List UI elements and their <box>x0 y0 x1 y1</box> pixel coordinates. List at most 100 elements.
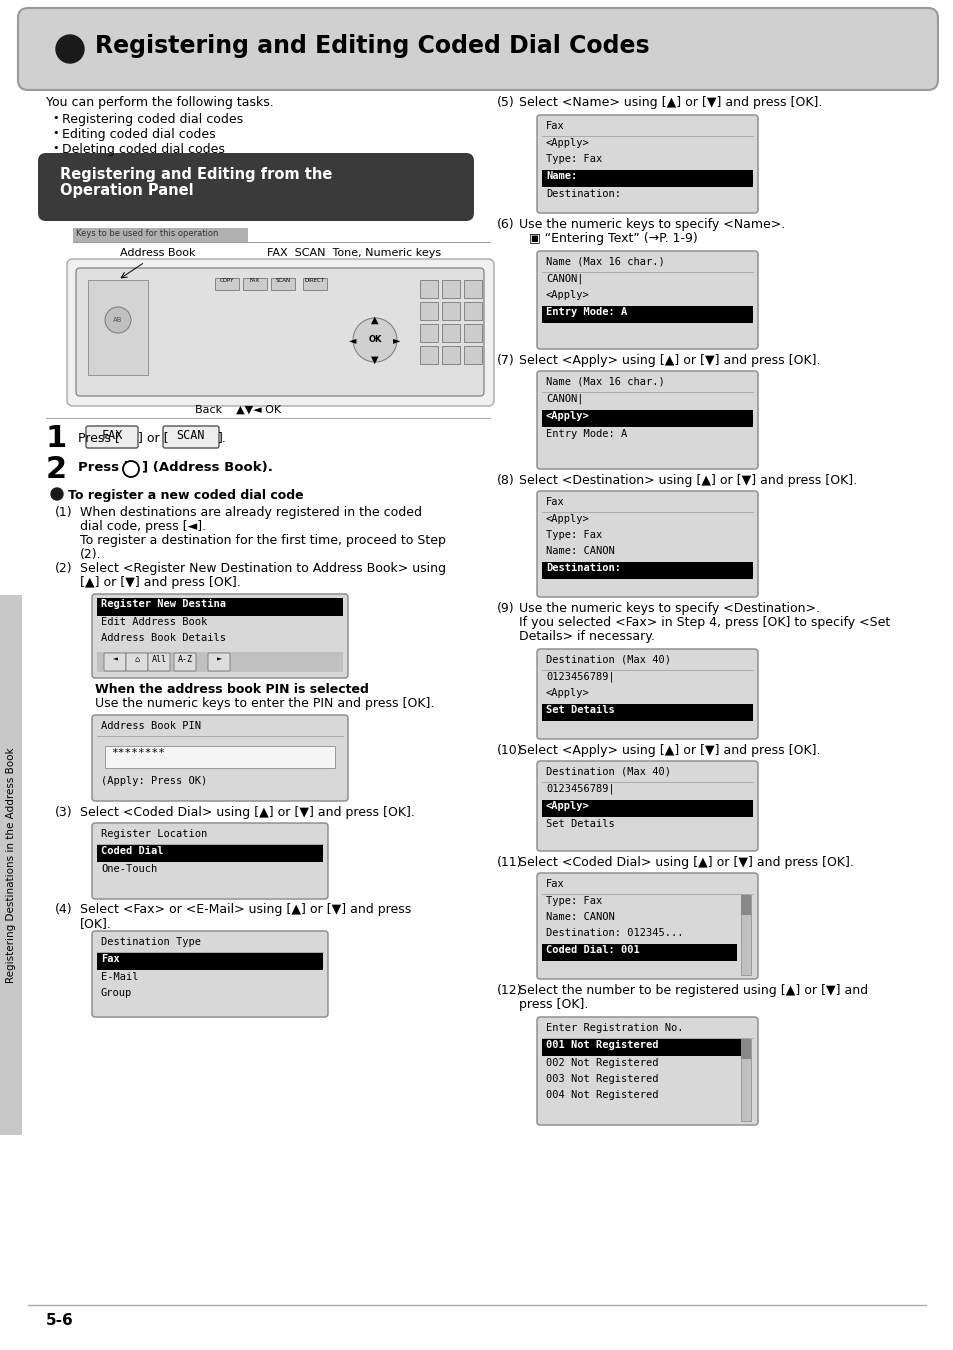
Text: •: • <box>52 113 58 123</box>
Text: Select <Coded Dial> using [▲] or [▼] and press [OK].: Select <Coded Dial> using [▲] or [▼] and… <box>518 856 853 869</box>
Bar <box>740 1040 750 1120</box>
Text: ▼: ▼ <box>371 355 378 364</box>
FancyBboxPatch shape <box>537 761 758 850</box>
Text: Name:: Name: <box>545 171 577 181</box>
Text: DIRECT: DIRECT <box>305 278 325 283</box>
Text: A-Z: A-Z <box>177 655 193 664</box>
Text: (9): (9) <box>497 602 514 616</box>
FancyBboxPatch shape <box>18 8 937 90</box>
FancyBboxPatch shape <box>148 653 170 671</box>
Text: SCAN: SCAN <box>176 429 205 441</box>
Text: Press [: Press [ <box>78 431 120 444</box>
Bar <box>541 944 737 961</box>
Text: (2).: (2). <box>80 548 102 562</box>
Text: 001 Not Registered: 001 Not Registered <box>545 1040 658 1050</box>
Bar <box>463 346 481 365</box>
Text: Registering and Editing from the: Registering and Editing from the <box>60 167 332 182</box>
FancyBboxPatch shape <box>537 1017 758 1125</box>
Text: E-Mail: E-Mail <box>101 972 138 981</box>
Text: Registering and Editing Coded Dial Codes: Registering and Editing Coded Dial Codes <box>95 34 649 58</box>
Text: press [OK].: press [OK]. <box>518 998 588 1011</box>
Text: (2): (2) <box>55 562 72 575</box>
FancyBboxPatch shape <box>208 653 230 671</box>
FancyBboxPatch shape <box>91 931 328 1017</box>
Text: [OK].: [OK]. <box>80 917 112 930</box>
Text: Destination:: Destination: <box>545 189 620 198</box>
Text: (8): (8) <box>497 474 515 487</box>
Text: <Apply>: <Apply> <box>545 138 589 148</box>
Text: Address Book Details: Address Book Details <box>101 633 226 643</box>
Text: Select <Destination> using [▲] or [▼] and press [OK].: Select <Destination> using [▲] or [▼] an… <box>518 474 856 487</box>
FancyBboxPatch shape <box>173 653 195 671</box>
Bar <box>441 302 459 320</box>
Text: •: • <box>52 143 58 153</box>
Text: ▲: ▲ <box>371 315 378 325</box>
Text: 2: 2 <box>46 455 67 485</box>
Text: Fax: Fax <box>101 954 120 964</box>
Bar <box>105 747 335 768</box>
Text: Fax: Fax <box>545 122 564 131</box>
Text: Select <Apply> using [▲] or [▼] and press [OK].: Select <Apply> using [▲] or [▼] and pres… <box>518 744 820 757</box>
Bar <box>541 562 752 579</box>
Bar <box>541 306 752 323</box>
Text: FAX  SCAN  Tone, Numeric keys: FAX SCAN Tone, Numeric keys <box>267 248 440 258</box>
Text: Destination:: Destination: <box>545 563 620 572</box>
Bar <box>97 652 343 672</box>
Bar <box>73 228 248 242</box>
Text: To register a destination for the first time, proceed to Step: To register a destination for the first … <box>80 535 445 547</box>
Text: (7): (7) <box>497 354 515 367</box>
Text: ◄: ◄ <box>349 335 356 346</box>
Text: Editing coded dial codes: Editing coded dial codes <box>62 128 215 140</box>
FancyBboxPatch shape <box>537 251 758 350</box>
Text: Press [: Press [ <box>78 460 130 472</box>
Text: 004 Not Registered: 004 Not Registered <box>545 1089 658 1100</box>
Bar <box>97 598 343 616</box>
Text: Entry Mode: A: Entry Mode: A <box>545 429 626 439</box>
Text: COPY: COPY <box>219 278 233 283</box>
Text: Name: CANON: Name: CANON <box>545 545 614 556</box>
Text: 1: 1 <box>46 424 67 454</box>
FancyBboxPatch shape <box>91 716 348 801</box>
FancyBboxPatch shape <box>537 873 758 979</box>
Bar <box>243 278 267 290</box>
FancyBboxPatch shape <box>76 269 483 396</box>
Text: You can perform the following tasks.: You can perform the following tasks. <box>46 96 274 109</box>
Text: Set Details: Set Details <box>545 819 614 829</box>
Text: Type: Fax: Type: Fax <box>545 154 601 163</box>
Text: Registering coded dial codes: Registering coded dial codes <box>62 113 243 126</box>
Text: Edit Address Book: Edit Address Book <box>101 617 207 626</box>
FancyBboxPatch shape <box>67 259 494 406</box>
Text: <Apply>: <Apply> <box>545 514 589 524</box>
Text: 0123456789|: 0123456789| <box>545 672 614 683</box>
Text: One-Touch: One-Touch <box>101 864 157 873</box>
Text: Type: Fax: Type: Fax <box>545 896 601 906</box>
Text: (12): (12) <box>497 984 522 998</box>
Text: Register New Destina: Register New Destina <box>101 599 226 609</box>
Bar <box>303 278 327 290</box>
Text: ].: ]. <box>218 431 227 444</box>
Text: Type: Fax: Type: Fax <box>545 531 601 540</box>
Text: ◄: ◄ <box>112 655 117 664</box>
Text: Coded Dial: Coded Dial <box>101 846 163 856</box>
Text: (Apply: Press OK): (Apply: Press OK) <box>101 776 207 786</box>
Text: ] (Address Book).: ] (Address Book). <box>142 460 273 472</box>
Bar <box>541 801 752 817</box>
Text: ►: ► <box>216 655 221 664</box>
Circle shape <box>56 35 84 63</box>
Bar <box>419 346 437 365</box>
Text: Keys to be used for this operation: Keys to be used for this operation <box>76 230 218 238</box>
Bar <box>271 278 294 290</box>
Text: (3): (3) <box>55 806 72 819</box>
Text: Use the numeric keys to specify <Destination>.: Use the numeric keys to specify <Destina… <box>518 602 820 616</box>
Text: 003 Not Registered: 003 Not Registered <box>545 1075 658 1084</box>
Text: Destination Type: Destination Type <box>101 937 201 946</box>
Text: Name (Max 16 char.): Name (Max 16 char.) <box>545 377 664 387</box>
Text: FAX: FAX <box>101 429 123 441</box>
Text: Entry Mode: A: Entry Mode: A <box>545 306 626 317</box>
Text: <Apply>: <Apply> <box>545 290 589 300</box>
Text: Coded Dial: 001: Coded Dial: 001 <box>545 945 639 954</box>
FancyBboxPatch shape <box>104 653 126 671</box>
Text: When the address book PIN is selected: When the address book PIN is selected <box>95 683 369 697</box>
Text: (1): (1) <box>55 506 72 518</box>
Bar <box>740 895 750 975</box>
